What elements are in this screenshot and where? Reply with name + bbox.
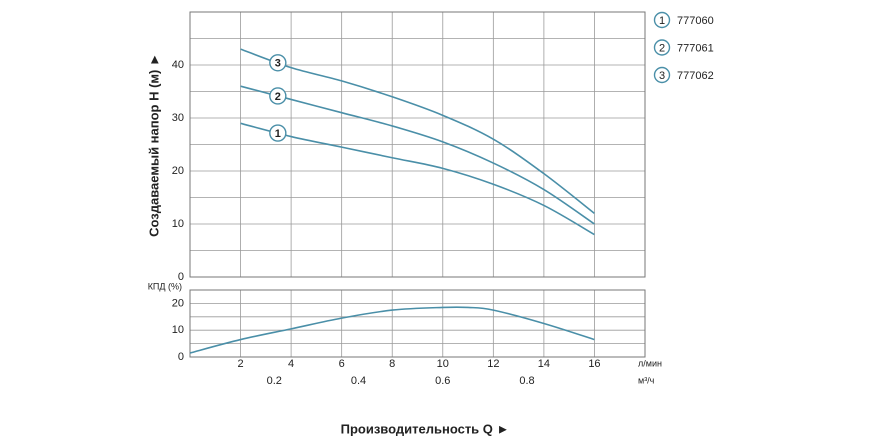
x-tick-label: 14: [538, 358, 550, 370]
x2-unit: м³/ч: [638, 375, 655, 385]
curve-marker-label: 1: [275, 128, 281, 140]
y-axis-title: Создаваемый напор Н (м) ►: [146, 53, 161, 237]
x-unit: л/мин: [638, 358, 662, 368]
legend-marker-label: 1: [659, 15, 665, 27]
curve: [240, 122, 595, 236]
legend-label: 777061: [677, 42, 714, 54]
x-tick-label: 6: [339, 358, 345, 370]
legend-marker-label: 3: [659, 70, 665, 82]
y-tick-label: 30: [172, 112, 184, 124]
curve-marker-label: 3: [275, 58, 281, 70]
plot-frame: [189, 289, 646, 358]
x2-tick-label: 0.2: [267, 375, 282, 387]
legend-marker-label: 2: [659, 42, 665, 54]
x2-tick-label: 0.6: [435, 375, 450, 387]
x-axis-title: Производительность Q ►: [341, 421, 510, 436]
y-axis-title: КПД (%): [148, 281, 182, 291]
x-tick-label: 4: [288, 358, 294, 370]
curve: [189, 306, 595, 354]
y-tick-label: 40: [172, 59, 184, 71]
x-tick-label: 12: [487, 358, 499, 370]
legend-label: 777062: [677, 70, 714, 82]
curve: [240, 48, 595, 215]
legend-marker: [653, 11, 671, 29]
legend-label: 777060: [677, 15, 714, 27]
curve-marker: [269, 87, 287, 105]
y-tick-label: 10: [172, 324, 184, 336]
x-tick-label: 8: [389, 358, 395, 370]
x-tick-label: 10: [437, 358, 449, 370]
y-tick-label: 20: [172, 165, 184, 177]
x2-tick-label: 0.4: [351, 375, 366, 387]
curve-marker: [269, 54, 287, 72]
curve-marker: [269, 124, 287, 142]
legend-marker: [653, 66, 671, 84]
x-tick-label: 2: [237, 358, 243, 370]
y-tick-label: 20: [172, 297, 184, 309]
y-tick-label: 0: [178, 271, 184, 283]
curve-marker-label: 2: [275, 91, 281, 103]
plot-frame: [189, 11, 646, 278]
x2-tick-label: 0.8: [519, 375, 534, 387]
x-tick-label: 16: [588, 358, 600, 370]
y-tick-label: 10: [172, 218, 184, 230]
curve: [240, 85, 595, 225]
legend-marker: [653, 39, 671, 56]
y-tick-label: 0: [178, 351, 184, 363]
